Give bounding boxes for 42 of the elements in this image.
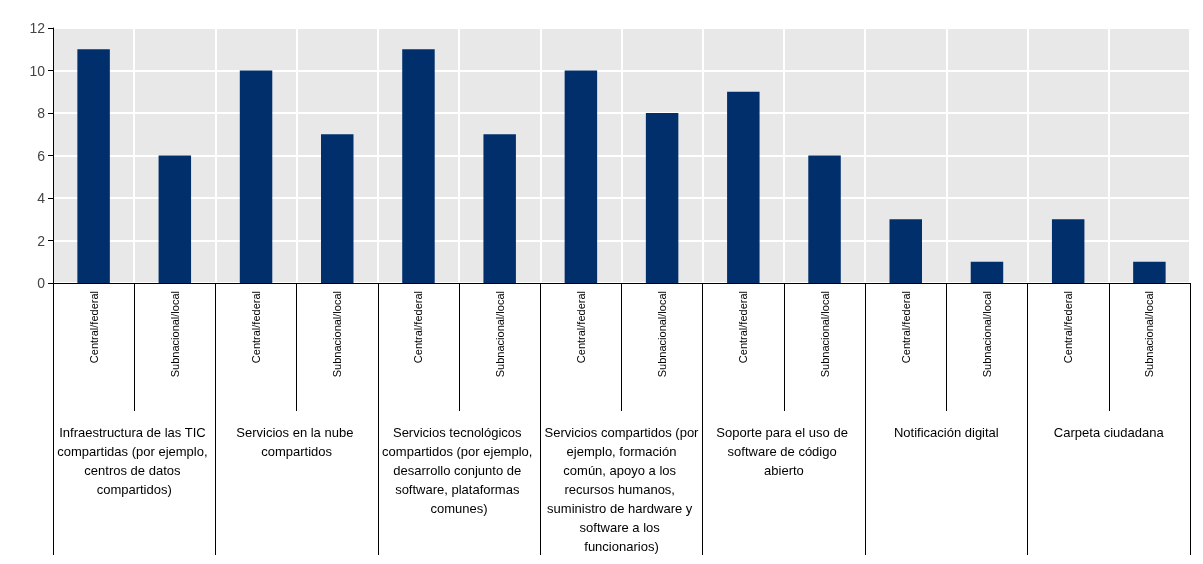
x-tick-label: Subnacional/local <box>818 291 831 378</box>
text: Servicios compartidos (por ejemplo, formación común, apoyo a los recursos humanos, suministro de hardware y software a los funcionarios) <box>544 425 700 554</box>
y-tick-label: 0 <box>37 275 46 291</box>
bar <box>808 155 841 283</box>
x-tick-label: Central/federal <box>250 291 263 364</box>
y-tick-label: 12 <box>29 20 46 36</box>
bar <box>645 113 679 283</box>
text: Servicios tecnológicos compartidos (por ejemplo, desarrollo conjunto de software, plataformas comunes) <box>382 425 537 516</box>
x-tick-label: Subnacional/local <box>331 291 344 378</box>
x-tick-label: Central/federal <box>1062 291 1075 364</box>
y-tick-label: 10 <box>29 62 46 79</box>
bar <box>970 261 1004 283</box>
x-tick-label: Subnacional/local <box>656 291 669 378</box>
bar <box>402 49 435 283</box>
y-tick-label: 8 <box>37 105 46 121</box>
x-tick-label: Central/federal <box>87 291 100 364</box>
y-tick-label: 4 <box>37 190 46 206</box>
text: Infraestructura de las TIC compartidas (por ejemplo, centros de datos compartidos) <box>57 425 212 497</box>
bar <box>889 219 922 283</box>
x-tick-label: Subnacional/local <box>1143 291 1156 378</box>
bar <box>77 49 110 283</box>
x-tick-label: Central/federal <box>899 291 912 364</box>
text: Soporte para el uso de software de código abierto <box>716 425 852 478</box>
text: Servicios en la nube compartidos <box>236 425 357 459</box>
bar <box>1133 261 1166 283</box>
bar <box>321 134 354 283</box>
bar <box>564 70 598 283</box>
x-tick-label: Central/federal <box>737 291 750 364</box>
x-tick-label: Central/federal <box>574 291 587 364</box>
bar <box>727 91 760 283</box>
x-tick-label: Subnacional/local <box>493 291 506 378</box>
x-tick-label: Subnacional/local <box>980 291 993 378</box>
bar <box>483 134 516 283</box>
y-tick-label: 6 <box>37 147 46 164</box>
bar <box>239 70 273 283</box>
x-tick-label: Central/federal <box>412 291 425 364</box>
bar <box>158 155 192 283</box>
text: Carpeta ciudadana <box>1053 425 1165 440</box>
x-tick-label: Subnacional/local <box>168 291 181 378</box>
text: Notificación digital <box>893 425 999 440</box>
y-tick-label: 2 <box>37 232 46 249</box>
bar <box>1051 219 1085 283</box>
